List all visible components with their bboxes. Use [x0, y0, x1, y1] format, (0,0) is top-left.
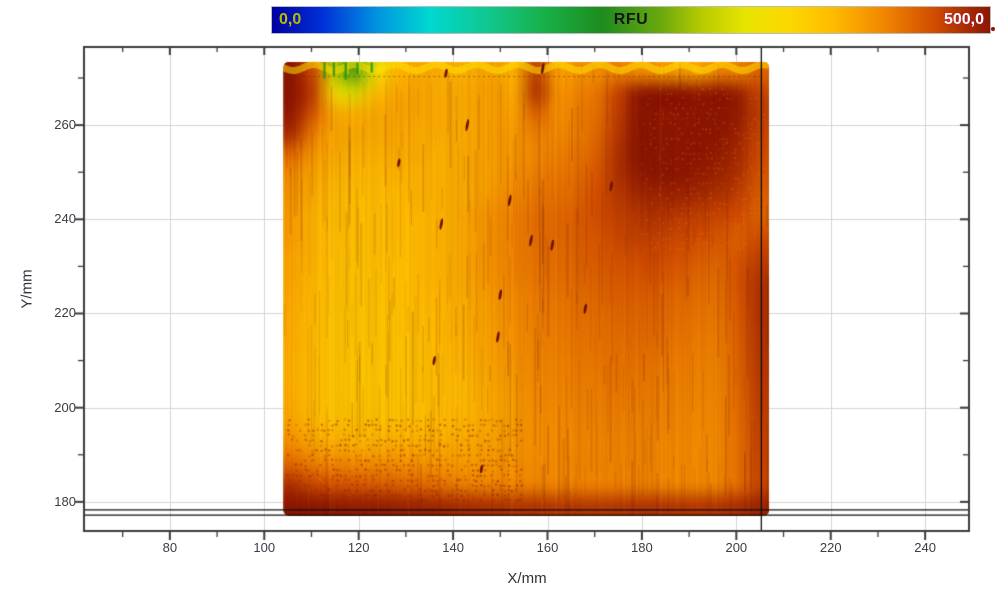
y-tick-label: 260 — [54, 117, 76, 133]
colorbar-end-dot — [991, 27, 995, 31]
colorbar-max-label: 500,0 — [943, 11, 984, 28]
colorbar-min-label: 0,0 — [279, 11, 302, 28]
y-tick-label: 240 — [54, 211, 76, 227]
x-tick-label: 240 — [914, 540, 936, 555]
y-axis-title: Y/mm — [18, 269, 36, 309]
x-tick-label: 80 — [162, 540, 178, 555]
y-tick-label: 180 — [54, 493, 76, 509]
x-tick-label: 140 — [442, 540, 464, 555]
x-tick-label: 200 — [725, 540, 748, 555]
y-tick-label: 200 — [54, 399, 76, 415]
colorbar-title: RFU — [613, 11, 649, 28]
x-axis-title: X/mm — [507, 570, 547, 587]
x-tick-label: 100 — [253, 540, 276, 555]
x-tick-label: 160 — [536, 540, 559, 555]
y-tick-label: 220 — [54, 305, 76, 321]
x-tick-label: 120 — [347, 540, 370, 555]
x-tick-label: 220 — [819, 540, 842, 555]
colorbar: 0,0 RFU 500,0 — [272, 7, 990, 33]
x-tick-label: 180 — [631, 540, 653, 555]
